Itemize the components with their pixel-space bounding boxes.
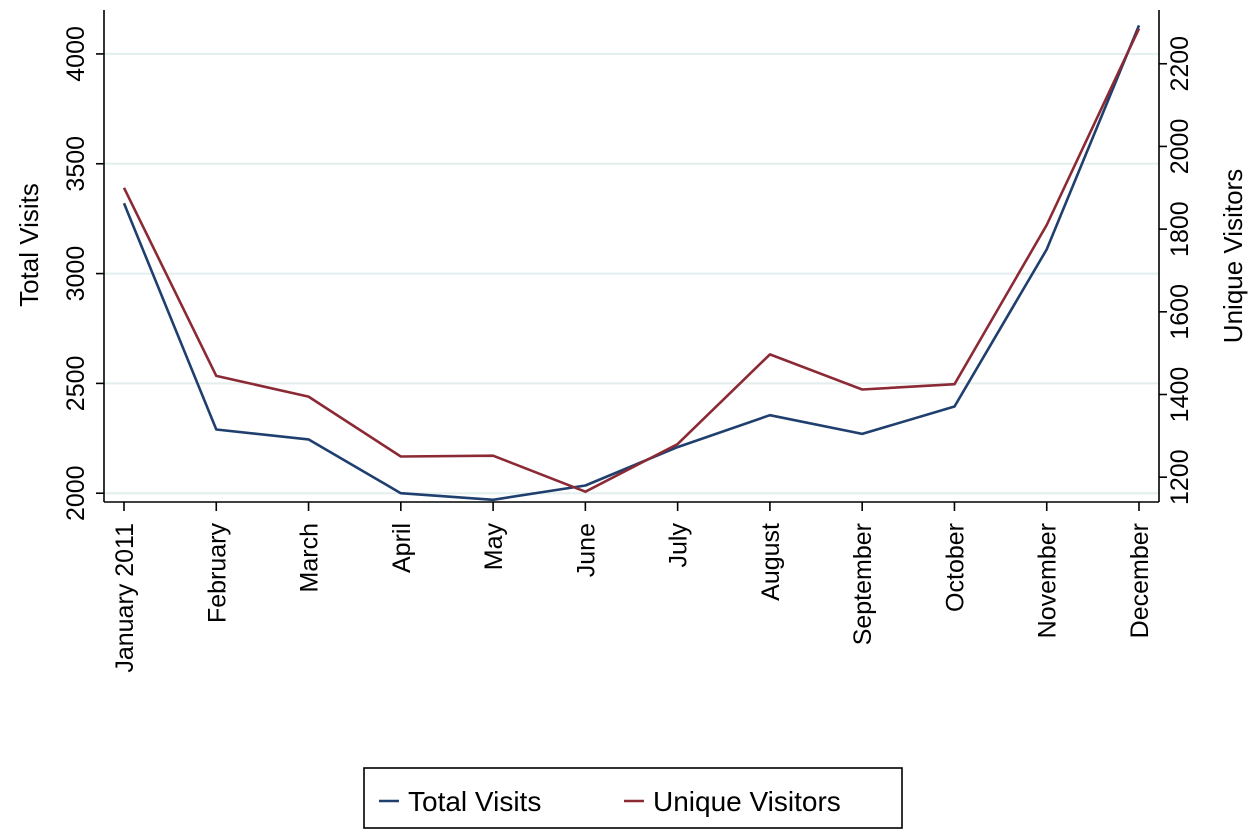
right-y-ticks: 1200 1400 1600 1800 2000 2200 bbox=[1159, 36, 1194, 505]
series-line-total-visits bbox=[122, 24, 1141, 502]
x-tick-label: April bbox=[388, 523, 416, 573]
legend-label-total-visits: Total Visits bbox=[408, 786, 541, 817]
legend-label-unique-visitors: Unique Visitors bbox=[653, 786, 841, 817]
left-tick-label: 2500 bbox=[62, 356, 90, 412]
x-ticks: January 2011 February March April May June Jul… bbox=[111, 502, 1154, 673]
x-tick-label: March bbox=[296, 523, 324, 592]
axes bbox=[103, 10, 1160, 503]
right-tick-label: 2200 bbox=[1166, 36, 1194, 92]
left-tick-label: 3500 bbox=[62, 136, 90, 192]
left-tick-label: 4000 bbox=[62, 26, 90, 82]
x-tick-label: December bbox=[1126, 523, 1154, 638]
x-tick-label: October bbox=[941, 523, 969, 612]
right-tick-label: 2000 bbox=[1166, 119, 1194, 175]
left-axis-title: Total Visits bbox=[14, 183, 44, 307]
x-tick-label: January 2011 bbox=[111, 523, 139, 673]
x-tick-label: August bbox=[757, 523, 785, 601]
right-tick-label: 1200 bbox=[1166, 449, 1194, 505]
x-tick-label: November bbox=[1034, 523, 1062, 638]
x-tick-label: September bbox=[849, 523, 877, 645]
x-tick-label: February bbox=[203, 523, 231, 624]
legend: Total Visits Unique Visitors bbox=[363, 767, 903, 829]
x-tick-label: May bbox=[480, 523, 508, 571]
series-line-unique-visitors bbox=[122, 28, 1141, 494]
x-tick-label: June bbox=[572, 523, 600, 577]
grid-lines bbox=[104, 52, 1159, 495]
right-axis-title: Unique Visitors bbox=[1218, 169, 1248, 343]
x-tick-label: July bbox=[665, 523, 693, 568]
right-tick-label: 1400 bbox=[1166, 367, 1194, 423]
series bbox=[122, 24, 1141, 502]
left-tick-label: 2000 bbox=[62, 465, 90, 521]
right-tick-label: 1600 bbox=[1166, 284, 1194, 340]
right-tick-label: 1800 bbox=[1166, 201, 1194, 257]
left-tick-label: 3000 bbox=[62, 246, 90, 302]
left-y-ticks: 2000 2500 3000 3500 4000 bbox=[62, 26, 104, 521]
legend-box bbox=[363, 767, 903, 829]
